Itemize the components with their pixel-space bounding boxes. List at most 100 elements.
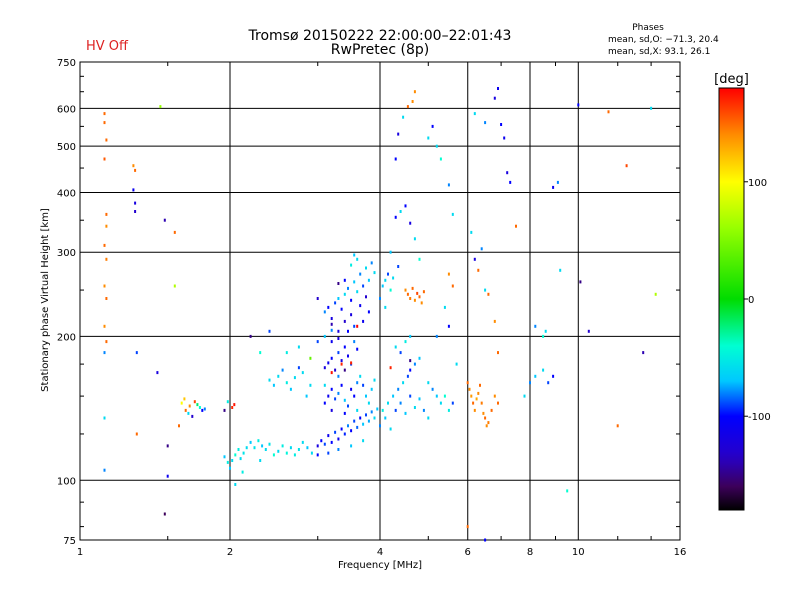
data-point xyxy=(431,124,434,128)
data-point xyxy=(411,286,414,290)
data-point xyxy=(409,394,412,398)
data-point xyxy=(399,210,402,213)
chart-title: Tromsø 20150222 22:00:00–22:01:43 xyxy=(248,28,512,44)
data-point xyxy=(327,451,330,455)
data-point xyxy=(418,397,421,401)
data-point xyxy=(379,297,381,300)
data-point xyxy=(226,400,229,404)
data-point xyxy=(330,322,333,326)
data-point xyxy=(309,356,312,360)
data-point xyxy=(196,403,199,407)
data-point xyxy=(394,345,397,349)
data-point xyxy=(277,449,280,453)
data-point xyxy=(503,136,506,140)
data-point xyxy=(359,304,362,308)
data-point xyxy=(406,292,409,296)
data-point xyxy=(323,442,326,446)
data-point xyxy=(327,434,330,438)
data-point xyxy=(356,408,359,412)
data-point xyxy=(103,324,106,328)
data-point xyxy=(188,404,191,408)
data-point xyxy=(340,427,343,431)
scatter-plot-area: 1 2 4 6 8 10 16 75 100 200 300 400 500 600 750 xyxy=(57,58,686,558)
data-point xyxy=(135,432,138,436)
data-point xyxy=(384,278,387,282)
data-point xyxy=(268,378,271,382)
data-point xyxy=(297,448,300,451)
data-point xyxy=(132,164,135,168)
data-point xyxy=(579,280,582,284)
data-point xyxy=(343,319,346,323)
data-point xyxy=(397,265,400,268)
data-point xyxy=(293,453,296,457)
data-point xyxy=(650,106,653,110)
data-point xyxy=(134,168,137,172)
data-point xyxy=(362,439,365,443)
data-point xyxy=(233,403,236,407)
data-point xyxy=(472,401,475,405)
data-point xyxy=(413,237,416,241)
data-point xyxy=(323,383,326,387)
data-point xyxy=(402,115,405,119)
data-point xyxy=(493,96,496,100)
data-point xyxy=(347,286,349,290)
data-point xyxy=(343,278,346,282)
data-point xyxy=(406,105,409,109)
data-point xyxy=(397,132,400,136)
data-point xyxy=(264,448,267,451)
data-point xyxy=(387,401,389,405)
data-point xyxy=(330,328,333,332)
data-point xyxy=(163,218,166,222)
phases-stats-x: mean, sd,X: 93.1, 26.1 xyxy=(608,47,710,57)
data-point xyxy=(435,334,438,338)
data-point xyxy=(625,164,628,168)
data-point xyxy=(347,329,349,333)
data-point xyxy=(327,305,330,309)
data-point xyxy=(330,371,333,375)
data-point xyxy=(443,394,446,398)
data-point xyxy=(337,374,340,378)
data-point xyxy=(310,451,313,455)
data-point xyxy=(323,334,326,338)
data-point xyxy=(607,110,610,114)
data-point xyxy=(337,297,340,300)
data-point xyxy=(272,453,275,457)
y-tick-label: 200 xyxy=(57,332,76,343)
data-point xyxy=(544,329,547,333)
data-point xyxy=(193,400,196,404)
data-point xyxy=(259,351,262,355)
data-point xyxy=(134,210,137,213)
data-point xyxy=(411,100,414,103)
data-point xyxy=(297,345,300,349)
data-point xyxy=(515,224,517,228)
data-point xyxy=(480,401,483,405)
data-point xyxy=(577,103,580,107)
data-point xyxy=(523,394,526,398)
data-point xyxy=(350,361,353,365)
data-point xyxy=(105,138,108,142)
data-point xyxy=(281,444,284,448)
data-point xyxy=(477,268,480,272)
y-tick-label: 600 xyxy=(57,104,76,115)
data-point xyxy=(334,368,337,372)
data-point xyxy=(404,204,407,208)
data-point xyxy=(490,408,493,412)
data-point xyxy=(323,401,326,405)
data-point xyxy=(105,297,108,300)
data-point xyxy=(482,411,485,415)
data-point xyxy=(404,288,407,292)
data-point xyxy=(184,408,187,412)
colorbar-tick-label: -100 xyxy=(748,412,771,423)
data-point xyxy=(334,397,337,401)
x-axis-label: Frequency [MHz] xyxy=(338,560,422,571)
data-point xyxy=(306,446,309,450)
data-point xyxy=(477,391,480,395)
data-point xyxy=(447,183,450,187)
data-point xyxy=(479,383,481,387)
data-point xyxy=(350,444,353,448)
data-point xyxy=(642,351,645,355)
data-point xyxy=(475,397,478,401)
data-point xyxy=(451,212,454,216)
data-point xyxy=(293,376,296,380)
data-point xyxy=(367,278,370,282)
